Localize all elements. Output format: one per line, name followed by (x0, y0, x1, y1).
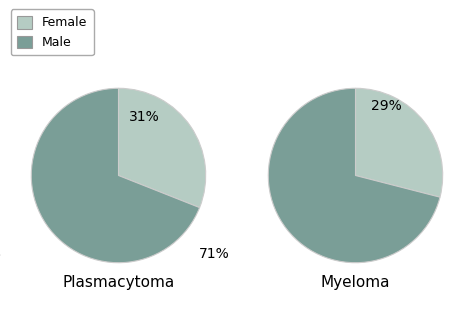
Wedge shape (356, 88, 443, 197)
Legend: Female, Male: Female, Male (11, 9, 94, 55)
Wedge shape (268, 88, 440, 263)
Text: 69%: 69% (0, 247, 1, 261)
Text: 29%: 29% (371, 99, 401, 113)
Wedge shape (31, 88, 200, 263)
Title: Plasmacytoma: Plasmacytoma (63, 275, 174, 290)
Text: 31%: 31% (129, 110, 160, 124)
Text: 71%: 71% (199, 247, 229, 261)
Title: Myeloma: Myeloma (321, 275, 390, 290)
Wedge shape (118, 88, 206, 208)
